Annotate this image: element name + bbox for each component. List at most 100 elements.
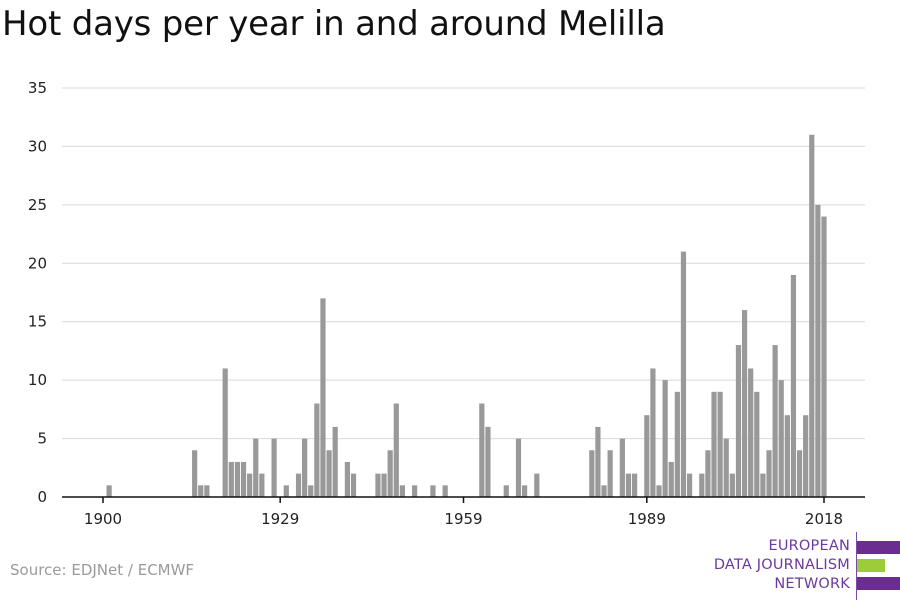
bar-1985: [619, 438, 625, 497]
logo-text-european: EUROPEAN: [768, 538, 850, 554]
logo-text-network: NETWORK: [774, 576, 850, 592]
bar-1995: [680, 251, 687, 497]
bar-1945: [375, 473, 381, 497]
edjnet-logo[interactable]: EUROPEAN DATA JOURNALISM NETWORK: [700, 532, 900, 600]
bar-1920: [222, 368, 228, 497]
bar-1928: [271, 438, 277, 497]
bar-1925: [253, 438, 259, 497]
bar-2013: [790, 274, 797, 497]
bar-1996: [686, 473, 693, 497]
bar-1969: [522, 485, 528, 497]
bar-1901: [106, 485, 112, 497]
bar-1921: [228, 461, 234, 497]
chart-title: Hot days per year in and around Melilla: [2, 4, 666, 44]
bar-1935: [314, 403, 320, 497]
bar-2001: [717, 391, 723, 497]
logo-text-data-journalism: DATA JOURNALISM: [713, 557, 850, 573]
bar-1980: [589, 450, 595, 497]
bar-2014: [796, 450, 803, 497]
y-tick-label-15: 15: [28, 313, 47, 331]
y-tick-label-30: 30: [28, 137, 47, 155]
bar-1946: [381, 473, 387, 497]
y-tick-label-35: 35: [28, 79, 47, 97]
bar-2011: [778, 380, 784, 497]
bar-1923: [240, 461, 247, 497]
bar-1916: [198, 485, 204, 497]
bar-1966: [503, 485, 509, 497]
bar-1954: [430, 485, 436, 497]
y-tick-label-20: 20: [28, 254, 47, 272]
y-axis-tick-labels: 0 5 10 15 20 25 30 35: [28, 79, 47, 506]
logo-bar-green: [857, 559, 885, 572]
bar-1917: [204, 485, 210, 497]
bar-1998: [699, 473, 705, 497]
x-axis-ticks: 1900 1929 1959 1989 2018: [84, 497, 843, 528]
bar-1992: [662, 380, 668, 497]
y-tick-label-10: 10: [28, 371, 47, 389]
bar-1924: [247, 473, 253, 497]
bar-1991: [656, 485, 662, 497]
bar-1962: [479, 403, 485, 497]
y-tick-label-0: 0: [37, 488, 47, 506]
logo-divider: [856, 532, 857, 600]
bar-1934: [308, 485, 314, 497]
bar-1968: [515, 438, 522, 497]
bar-1963: [485, 426, 491, 497]
bar-1938: [332, 426, 338, 497]
bar-2017: [815, 204, 821, 497]
x-tick-label-1989: 1989: [628, 510, 666, 528]
bar-2002: [723, 438, 729, 497]
x-tick-label-1929: 1929: [261, 510, 299, 528]
bar-1940: [344, 461, 351, 497]
bar-2012: [784, 415, 790, 497]
bar-2000: [711, 391, 717, 497]
bar-2018: [821, 216, 827, 498]
logo-bar-purple-bottom: [857, 577, 900, 590]
bar-1994: [674, 391, 680, 497]
bar-1951: [412, 485, 418, 497]
bar-1936: [320, 298, 326, 497]
bar-1956: [442, 485, 448, 497]
gridlines: [62, 87, 865, 440]
x-tick-label-1959: 1959: [444, 510, 482, 528]
bar-1922: [234, 461, 241, 497]
bar-1986: [625, 473, 632, 497]
bar-2003: [729, 473, 735, 497]
bar-1999: [705, 450, 711, 497]
bar-2009: [766, 450, 772, 497]
bar-2008: [760, 473, 766, 497]
bar-2006: [748, 368, 754, 497]
bar-1932: [295, 473, 302, 497]
logo-bar-purple-top: [857, 541, 900, 554]
bar-2004: [735, 345, 742, 497]
y-tick-label-5: 5: [37, 430, 47, 448]
bar-1933: [302, 438, 308, 497]
bar-2005: [741, 310, 748, 497]
bar-1915: [192, 450, 198, 497]
bar-1930: [283, 485, 289, 497]
bar-1948: [393, 403, 399, 497]
bar-1941: [350, 473, 357, 497]
bar-1949: [399, 485, 405, 497]
bar-1989: [644, 415, 650, 497]
bar-2015: [803, 415, 809, 497]
bars: [106, 134, 827, 498]
bar-1971: [534, 473, 540, 497]
bar-1987: [631, 473, 638, 497]
bar-1982: [601, 485, 607, 497]
bar-1990: [650, 368, 656, 497]
x-tick-label-2018: 2018: [805, 510, 843, 528]
bar-1983: [607, 450, 613, 497]
bar-1937: [326, 450, 332, 497]
bar-1947: [387, 450, 393, 497]
bar-2007: [754, 391, 760, 497]
bar-1993: [668, 461, 674, 497]
bar-1981: [595, 426, 601, 497]
x-tick-label-1900: 1900: [84, 510, 122, 528]
bar-2010: [772, 345, 778, 497]
source-note: Source: EDJNet / ECMWF: [10, 561, 195, 579]
bar-2016: [809, 134, 815, 497]
bar-1926: [259, 473, 265, 497]
y-tick-label-25: 25: [28, 196, 47, 214]
